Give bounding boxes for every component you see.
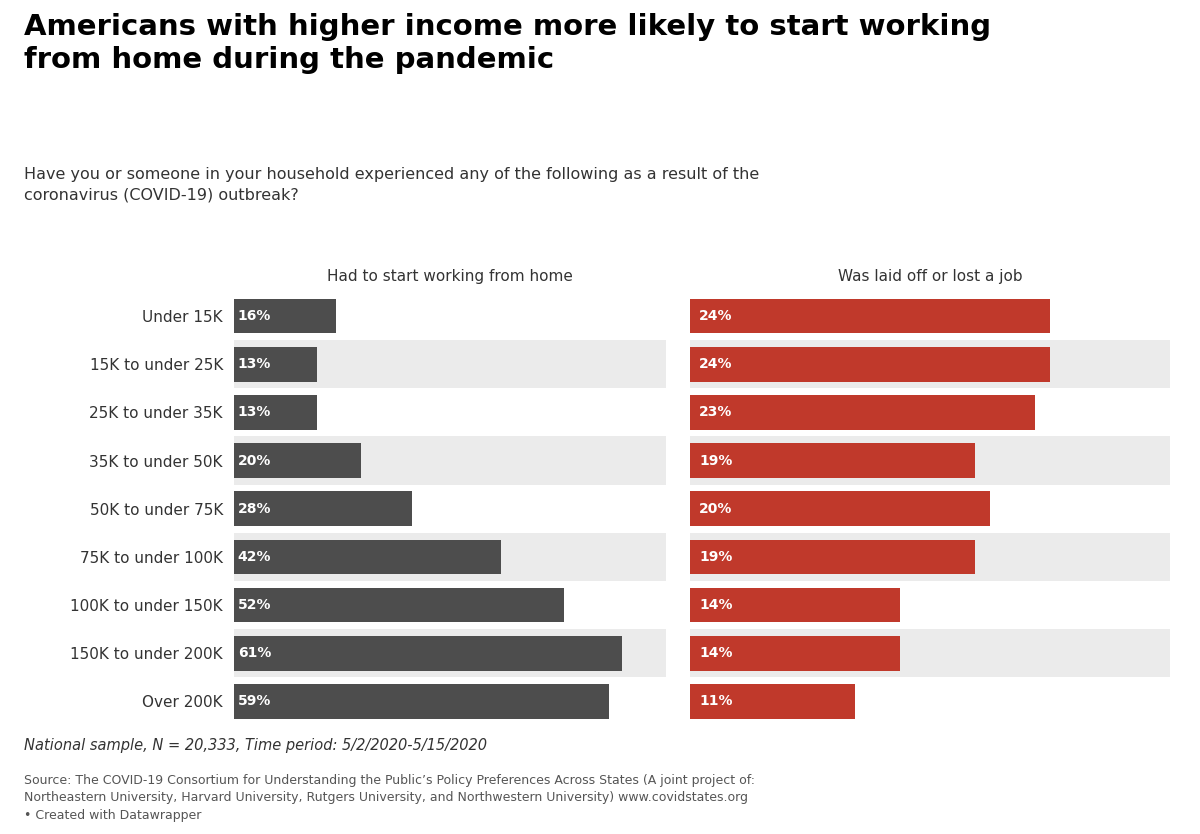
Text: 52%: 52% <box>238 598 271 612</box>
Text: Americans with higher income more likely to start working
from home during the p: Americans with higher income more likely… <box>24 13 991 74</box>
Bar <box>234 588 564 622</box>
Text: 20%: 20% <box>238 454 271 468</box>
Bar <box>234 485 666 533</box>
Text: 20%: 20% <box>698 502 732 515</box>
Bar <box>234 540 500 575</box>
Text: 13%: 13% <box>238 405 271 420</box>
Text: 24%: 24% <box>698 357 732 371</box>
Text: Have you or someone in your household experienced any of the following as a resu: Have you or someone in your household ex… <box>24 167 760 203</box>
Text: 23%: 23% <box>698 405 732 420</box>
Bar <box>234 636 622 671</box>
Bar <box>690 443 974 478</box>
Bar <box>234 299 336 334</box>
Bar <box>234 395 317 430</box>
Bar <box>690 533 1170 581</box>
Text: 11%: 11% <box>698 695 732 709</box>
Bar <box>234 389 666 436</box>
Text: 14%: 14% <box>698 598 732 612</box>
Bar <box>690 485 1170 533</box>
Bar <box>690 491 990 526</box>
Bar <box>690 677 1170 726</box>
Bar <box>690 395 1034 430</box>
Text: 14%: 14% <box>698 646 732 661</box>
Bar <box>690 588 900 622</box>
Bar <box>690 540 974 575</box>
Bar <box>690 347 1050 381</box>
Text: 13%: 13% <box>238 357 271 371</box>
Bar <box>690 436 1170 485</box>
Text: 59%: 59% <box>238 695 271 709</box>
Text: 19%: 19% <box>698 550 732 564</box>
Text: 19%: 19% <box>698 454 732 468</box>
Bar <box>690 299 1050 334</box>
Bar <box>690 292 1170 340</box>
Bar <box>690 629 1170 677</box>
Bar <box>234 443 361 478</box>
Bar <box>234 533 666 581</box>
Text: Had to start working from home: Had to start working from home <box>328 269 572 284</box>
Text: Was laid off or lost a job: Was laid off or lost a job <box>838 269 1022 284</box>
Bar <box>234 581 666 629</box>
Bar <box>234 292 666 340</box>
Bar <box>234 340 666 389</box>
Bar <box>234 491 412 526</box>
Bar <box>690 389 1170 436</box>
Bar <box>690 684 854 719</box>
Bar <box>234 677 666 726</box>
Bar <box>234 629 666 677</box>
Bar <box>690 581 1170 629</box>
Bar <box>690 636 900 671</box>
Bar <box>690 340 1170 389</box>
Bar <box>234 684 608 719</box>
Text: Source: The COVID-19 Consortium for Understanding the Public’s Policy Preference: Source: The COVID-19 Consortium for Unde… <box>24 774 755 822</box>
Text: 16%: 16% <box>238 309 271 323</box>
Bar <box>234 347 317 381</box>
Bar <box>234 436 666 485</box>
Text: 61%: 61% <box>238 646 271 661</box>
Text: 24%: 24% <box>698 309 732 323</box>
Text: 28%: 28% <box>238 502 271 515</box>
Text: National sample, N = 20,333, Time period: 5/2/2020-5/15/2020: National sample, N = 20,333, Time period… <box>24 738 487 753</box>
Text: 42%: 42% <box>238 550 271 564</box>
